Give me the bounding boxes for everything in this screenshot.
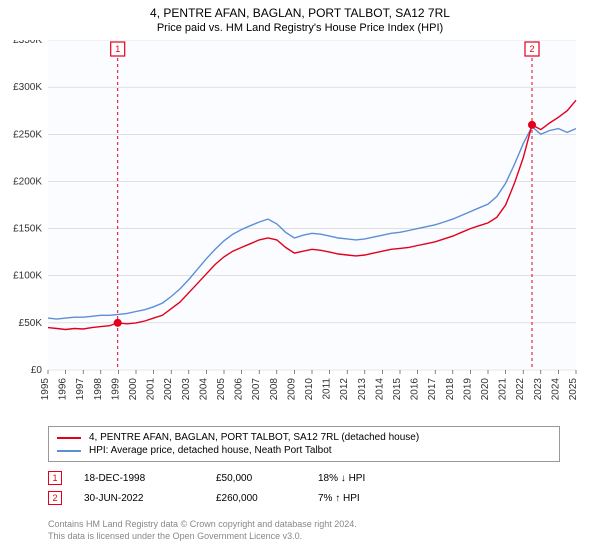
footnote-line1: Contains HM Land Registry data © Crown c… [48, 518, 560, 530]
event-delta: 7% ↑ HPI [318, 493, 360, 504]
svg-text:2000: 2000 [128, 378, 139, 401]
svg-text:£250K: £250K [13, 129, 42, 140]
svg-text:2001: 2001 [146, 378, 157, 401]
footnote-line2: This data is licensed under the Open Gov… [48, 530, 560, 542]
event-row: 1 18-DEC-1998 £50,000 18% ↓ HPI [48, 468, 560, 488]
svg-text:2022: 2022 [515, 378, 526, 401]
svg-text:£150K: £150K [13, 224, 42, 235]
svg-text:2008: 2008 [269, 378, 280, 401]
event-row: 2 30-JUN-2022 £260,000 7% ↑ HPI [48, 488, 560, 508]
svg-text:2: 2 [529, 44, 534, 54]
event-badge: 2 [48, 491, 62, 505]
svg-text:2023: 2023 [533, 378, 544, 401]
svg-text:1999: 1999 [110, 378, 121, 401]
svg-text:2011: 2011 [322, 378, 333, 400]
svg-text:1997: 1997 [75, 378, 86, 401]
footnote: Contains HM Land Registry data © Crown c… [48, 518, 560, 542]
svg-text:2019: 2019 [462, 378, 473, 401]
svg-text:£350K: £350K [13, 40, 42, 46]
svg-text:£200K: £200K [13, 176, 42, 187]
svg-text:2018: 2018 [445, 378, 456, 401]
event-date: 30-JUN-2022 [84, 493, 194, 504]
svg-text:2015: 2015 [392, 378, 403, 401]
legend: 4, PENTRE AFAN, BAGLAN, PORT TALBOT, SA1… [48, 426, 560, 462]
sale-events: 1 18-DEC-1998 £50,000 18% ↓ HPI 2 30-JUN-2022… [48, 468, 560, 508]
svg-text:2002: 2002 [163, 378, 174, 401]
event-delta: 18% ↓ HPI [318, 473, 365, 484]
svg-text:1996: 1996 [58, 378, 69, 401]
svg-text:£300K: £300K [13, 82, 42, 93]
svg-text:1998: 1998 [93, 378, 104, 401]
svg-text:2013: 2013 [357, 378, 368, 401]
line-chart: £0 £50K £100K £150K £200K £250K £300K £350K 1995… [0, 40, 600, 420]
chart-title: 4, PENTRE AFAN, BAGLAN, PORT TALBOT, SA1… [0, 0, 600, 20]
svg-text:1: 1 [115, 44, 120, 54]
legend-swatch [57, 437, 81, 439]
svg-text:2003: 2003 [181, 378, 192, 401]
svg-text:£50K: £50K [19, 318, 43, 329]
chart-area: £0 £50K £100K £150K £200K £250K £300K £350K 1995… [0, 40, 600, 420]
legend-label: 4, PENTRE AFAN, BAGLAN, PORT TALBOT, SA1… [89, 432, 419, 443]
svg-text:2021: 2021 [498, 378, 509, 401]
svg-text:2014: 2014 [374, 378, 385, 401]
legend-label: HPI: Average price, detached house, Neat… [89, 445, 332, 456]
svg-text:£100K: £100K [13, 271, 42, 282]
event-date: 18-DEC-1998 [84, 473, 194, 484]
svg-text:2006: 2006 [234, 378, 245, 401]
svg-text:1995: 1995 [40, 378, 51, 401]
event-price: £260,000 [216, 493, 296, 504]
svg-text:2012: 2012 [339, 378, 350, 401]
svg-text:2005: 2005 [216, 378, 227, 401]
svg-text:2024: 2024 [550, 378, 561, 401]
legend-item: 4, PENTRE AFAN, BAGLAN, PORT TALBOT, SA1… [57, 431, 551, 444]
svg-text:2004: 2004 [198, 378, 209, 401]
event-price: £50,000 [216, 473, 296, 484]
svg-text:£0: £0 [31, 365, 43, 376]
legend-item: HPI: Average price, detached house, Neat… [57, 444, 551, 457]
svg-text:2007: 2007 [251, 378, 262, 401]
svg-text:2020: 2020 [480, 378, 491, 401]
svg-text:2017: 2017 [427, 378, 438, 401]
legend-swatch [57, 450, 81, 452]
event-badge: 1 [48, 471, 62, 485]
svg-text:2016: 2016 [410, 378, 421, 401]
chart-subtitle: Price paid vs. HM Land Registry's House … [0, 20, 600, 40]
svg-text:2025: 2025 [568, 378, 579, 401]
svg-text:2009: 2009 [286, 378, 297, 401]
svg-text:2010: 2010 [304, 378, 315, 401]
